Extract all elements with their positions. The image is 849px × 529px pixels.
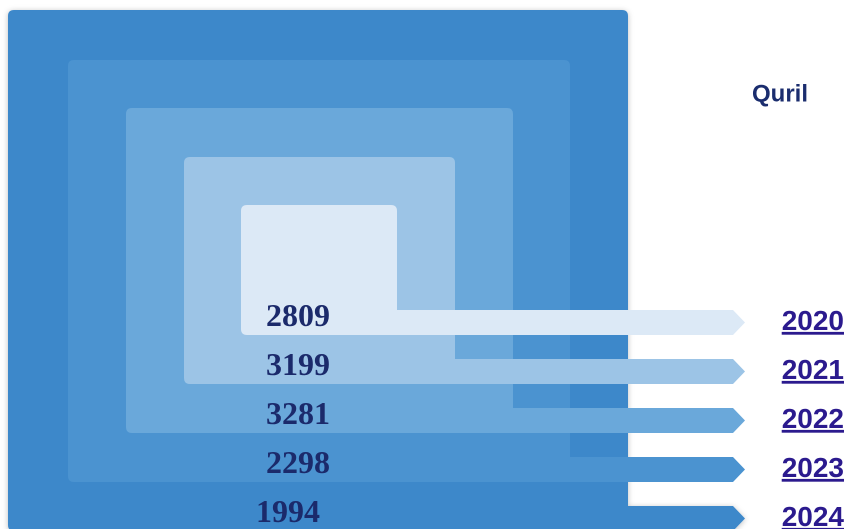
level-shape: [241, 205, 745, 335]
category-link[interactable]: 2020: [782, 305, 844, 336]
category-link[interactable]: 2024: [782, 501, 845, 529]
value-label: 1994: [256, 493, 320, 529]
labels: 2809 2020 3199 2021 3281 2022 2298 2023 1994 2024: [256, 297, 844, 529]
value-label: 2298: [266, 444, 330, 480]
category-link[interactable]: 2023: [782, 452, 844, 483]
value-label: 2809: [266, 297, 330, 333]
category-link[interactable]: 2021: [782, 354, 844, 385]
value-label: 3281: [266, 395, 330, 431]
value-label: 3199: [266, 346, 330, 382]
shapes: [8, 10, 745, 529]
category-link[interactable]: 2022: [782, 403, 844, 434]
chart-title: Quril: [752, 80, 808, 107]
